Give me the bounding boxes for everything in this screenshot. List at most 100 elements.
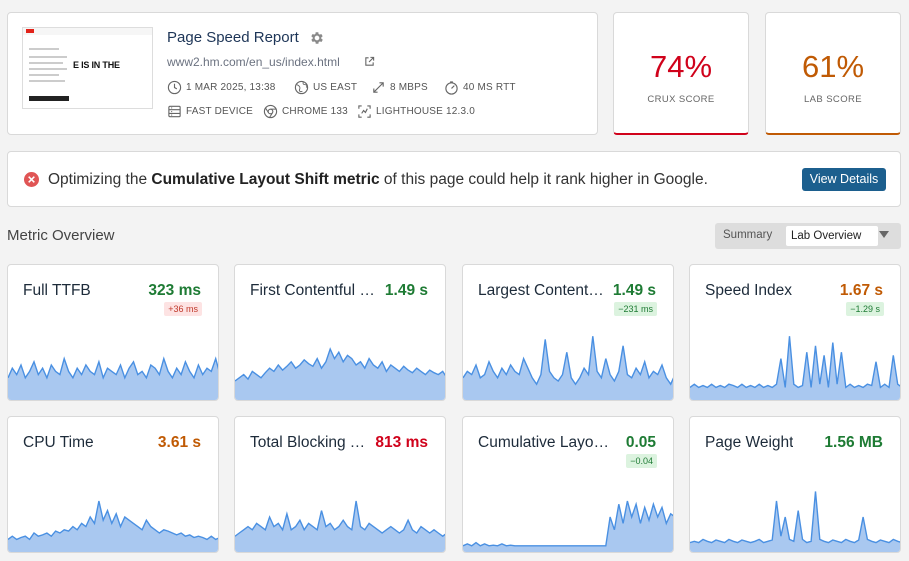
crux-score-card[interactable]: 74% CRUX SCORE — [613, 12, 749, 135]
globe-icon — [294, 80, 309, 95]
metric-card-speed-index[interactable]: Speed Index 1.67 s −1.29 s — [689, 264, 901, 401]
sparkline-line — [8, 356, 218, 380]
page-url-link[interactable]: www2.hm.com/en_us/index.html — [167, 55, 340, 69]
chevron-down-icon[interactable] — [879, 231, 889, 238]
hm-logo — [26, 29, 34, 33]
banner-prefix: Optimizing the — [48, 171, 152, 188]
report-header-card: E IS IN THE Page Speed Report www2.hm.co… — [7, 12, 598, 135]
metric-delta-badge: −0.04 — [626, 454, 657, 468]
metric-value: 1.67 s — [839, 282, 883, 299]
sparkline-line — [235, 347, 445, 382]
metric-value: 1.56 MB — [824, 434, 883, 451]
external-link-icon[interactable] — [364, 56, 375, 67]
meta-latency-label: 40 MS RTT — [463, 82, 516, 93]
banner-suffix: of this page could help it rank higher i… — [379, 171, 708, 188]
metric-card-cumulative-layout-shift[interactable]: Cumulative Layout Shift 0.05 −0.04 — [462, 416, 674, 553]
chrome-icon — [263, 104, 278, 119]
latency-icon — [445, 81, 458, 95]
metric-history-chart — [690, 491, 900, 552]
summary-tab[interactable]: Summary — [723, 229, 773, 241]
meta-lighthouse: LIGHTHOUSE 12.3.0 — [357, 104, 475, 119]
metric-history-chart — [8, 500, 218, 552]
sparkline-line — [690, 336, 900, 389]
banner-metric-name: Cumulative Layout Shift metric — [151, 171, 380, 188]
metric-value: 1.49 s — [384, 282, 428, 299]
lab-score-card[interactable]: 61% LAB SCORE — [765, 12, 901, 135]
sparkline-line — [463, 336, 673, 386]
meta-date: 1 MAR 2025, 13:38 — [167, 80, 276, 95]
meta-device: FAST DEVICE — [167, 104, 253, 119]
meta-browser: CHROME 133 — [263, 104, 348, 119]
thumbnail-button — [29, 96, 69, 101]
metric-delta-badge: −231 ms — [614, 302, 657, 316]
metric-value: 1.49 s — [612, 282, 656, 299]
metric-name: Speed Index — [705, 282, 793, 299]
metric-name: Full TTFB — [23, 282, 91, 299]
metric-card-full-ttfb[interactable]: Full TTFB 323 ms +36 ms — [7, 264, 219, 401]
metric-card-total-blocking-time[interactable]: Total Blocking Time 813 ms — [234, 416, 446, 553]
metric-card-page-weight[interactable]: Page Weight 1.56 MB — [689, 416, 901, 553]
meta-lighthouse-label: LIGHTHOUSE 12.3.0 — [376, 106, 475, 117]
metric-history-chart — [8, 356, 218, 400]
metric-name: Total Blocking Time — [250, 434, 372, 451]
view-details-button[interactable]: View Details — [802, 168, 886, 191]
metric-name: Largest Contentful Paint — [478, 282, 608, 299]
page-title: Page Speed Report — [167, 29, 299, 46]
metric-history-chart — [235, 500, 445, 552]
metric-value: 323 ms — [148, 282, 201, 299]
bandwidth-icon — [373, 82, 384, 93]
sparkline-area — [235, 349, 445, 400]
metric-name: First Contentful Paint — [250, 282, 375, 299]
meta-latency: 40 MS RTT — [444, 80, 516, 95]
lab-score-value: 61% — [801, 49, 865, 84]
metric-history-chart — [690, 336, 900, 400]
metric-card-cpu-time[interactable]: CPU Time 3.61 s — [7, 416, 219, 553]
metric-name: Page Weight — [705, 434, 794, 451]
banner-message: Optimizing the Cumulative Layout Shift m… — [48, 171, 708, 189]
meta-location-label: US EAST — [313, 82, 358, 93]
metric-value: 3.61 s — [157, 434, 201, 451]
crux-score-label: CRUX SCORE — [647, 94, 715, 105]
error-icon — [24, 172, 39, 187]
meta-bandwidth-label: 8 MBPS — [390, 82, 428, 93]
sparkline-line — [463, 500, 673, 547]
lab-overview-select[interactable]: Lab Overview — [786, 226, 878, 246]
meta-date-label: 1 MAR 2025, 13:38 — [186, 82, 276, 93]
sparkline-area — [235, 501, 445, 552]
metric-name: Cumulative Layout Shift — [478, 434, 610, 451]
device-icon — [168, 105, 181, 118]
metric-history-chart — [235, 347, 445, 400]
lighthouse-icon — [358, 105, 371, 118]
sparkline-area — [8, 358, 218, 400]
view-toggle: Summary Lab Overview — [715, 223, 901, 249]
sparkline-area — [8, 501, 218, 552]
metric-value: 0.05 — [625, 434, 656, 451]
metric-delta-badge: −1.29 s — [846, 302, 884, 316]
metric-name: CPU Time — [23, 434, 94, 451]
section-title: Metric Overview — [7, 227, 115, 244]
clock-icon — [167, 80, 182, 95]
recommendation-banner: Optimizing the Cumulative Layout Shift m… — [7, 151, 901, 207]
sparkline-area — [690, 336, 900, 400]
gear-icon[interactable] — [309, 30, 325, 46]
crux-score-value: 74% — [649, 49, 713, 84]
sparkline-area — [463, 336, 673, 400]
metric-card-largest-contentful-paint[interactable]: Largest Contentful Paint1.49 s −231 ms — [462, 264, 674, 401]
meta-device-label: FAST DEVICE — [186, 106, 254, 117]
page-thumbnail[interactable]: E IS IN THE — [22, 27, 153, 109]
thumbnail-headline: E IS IN THE — [73, 60, 120, 70]
lab-score-label: LAB SCORE — [804, 94, 862, 105]
metric-history-chart — [463, 336, 673, 400]
sparkline-line — [8, 500, 218, 541]
sparkline-line — [690, 491, 900, 544]
metric-card-first-contentful-paint[interactable]: First Contentful Paint 1.49 s — [234, 264, 446, 401]
metric-history-chart — [463, 500, 673, 552]
sparkline-area — [463, 501, 673, 552]
metric-delta-badge: +36 ms — [164, 302, 202, 316]
sparkline-area — [690, 491, 900, 552]
meta-bandwidth: 8 MBPS — [371, 80, 428, 95]
thumbnail-topbar — [23, 28, 152, 35]
meta-location: US EAST — [294, 80, 357, 95]
sparkline-line — [235, 500, 445, 538]
meta-browser-label: CHROME 133 — [282, 106, 348, 117]
